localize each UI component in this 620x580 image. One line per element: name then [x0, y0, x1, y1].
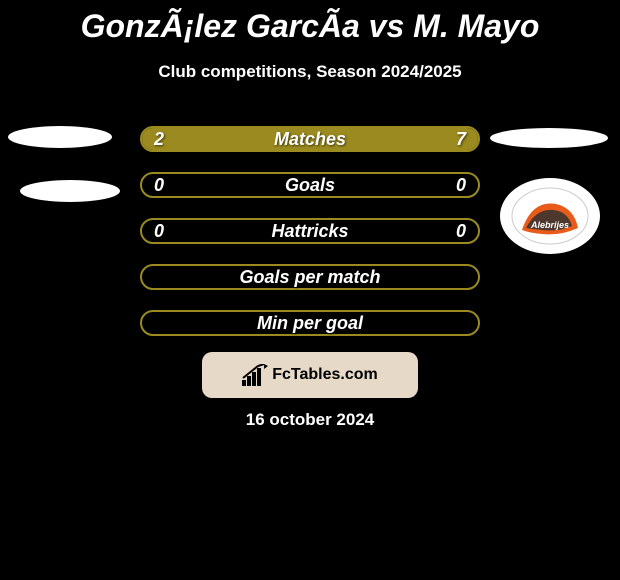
brand-text: FcTables.com: [272, 366, 378, 384]
stat-label: Goals per match: [239, 267, 380, 288]
team-logo-label: Alebrijes: [530, 220, 569, 230]
stat-right-value: 0: [456, 175, 466, 196]
stat-row-goals-per-match: Goals per match: [140, 264, 480, 290]
stat-left-value: 0: [154, 175, 164, 196]
stat-label: Goals: [285, 175, 335, 196]
brand-box[interactable]: FcTables.com: [202, 352, 418, 398]
stat-row-hattricks: 0 Hattricks 0: [140, 218, 480, 244]
stat-label: Matches: [274, 129, 346, 150]
alebrijes-icon: Alebrijes: [510, 186, 590, 246]
stat-right-value: 0: [456, 221, 466, 242]
page-title: GonzÃ¡lez GarcÃ­a vs M. Mayo: [0, 8, 620, 45]
left-team-shape-1: [8, 126, 112, 148]
stat-label: Hattricks: [271, 221, 348, 242]
stat-left-value: 0: [154, 221, 164, 242]
fctables-icon: [242, 364, 268, 386]
date-text: 16 october 2024: [0, 410, 620, 430]
stat-row-matches: 2 Matches 7: [140, 126, 480, 152]
stat-right-value: 7: [456, 129, 466, 150]
right-top-ellipse: [490, 128, 608, 148]
subtitle: Club competitions, Season 2024/2025: [0, 62, 620, 82]
stat-label: Min per goal: [257, 313, 363, 334]
right-team-logo: Alebrijes: [500, 178, 600, 254]
left-team-shape-2: [20, 180, 120, 202]
stat-row-min-per-goal: Min per goal: [140, 310, 480, 336]
comparison-card: GonzÃ¡lez GarcÃ­a vs M. Mayo Club compet…: [0, 0, 620, 580]
stat-left-value: 2: [154, 129, 164, 150]
stat-row-goals: 0 Goals 0: [140, 172, 480, 198]
